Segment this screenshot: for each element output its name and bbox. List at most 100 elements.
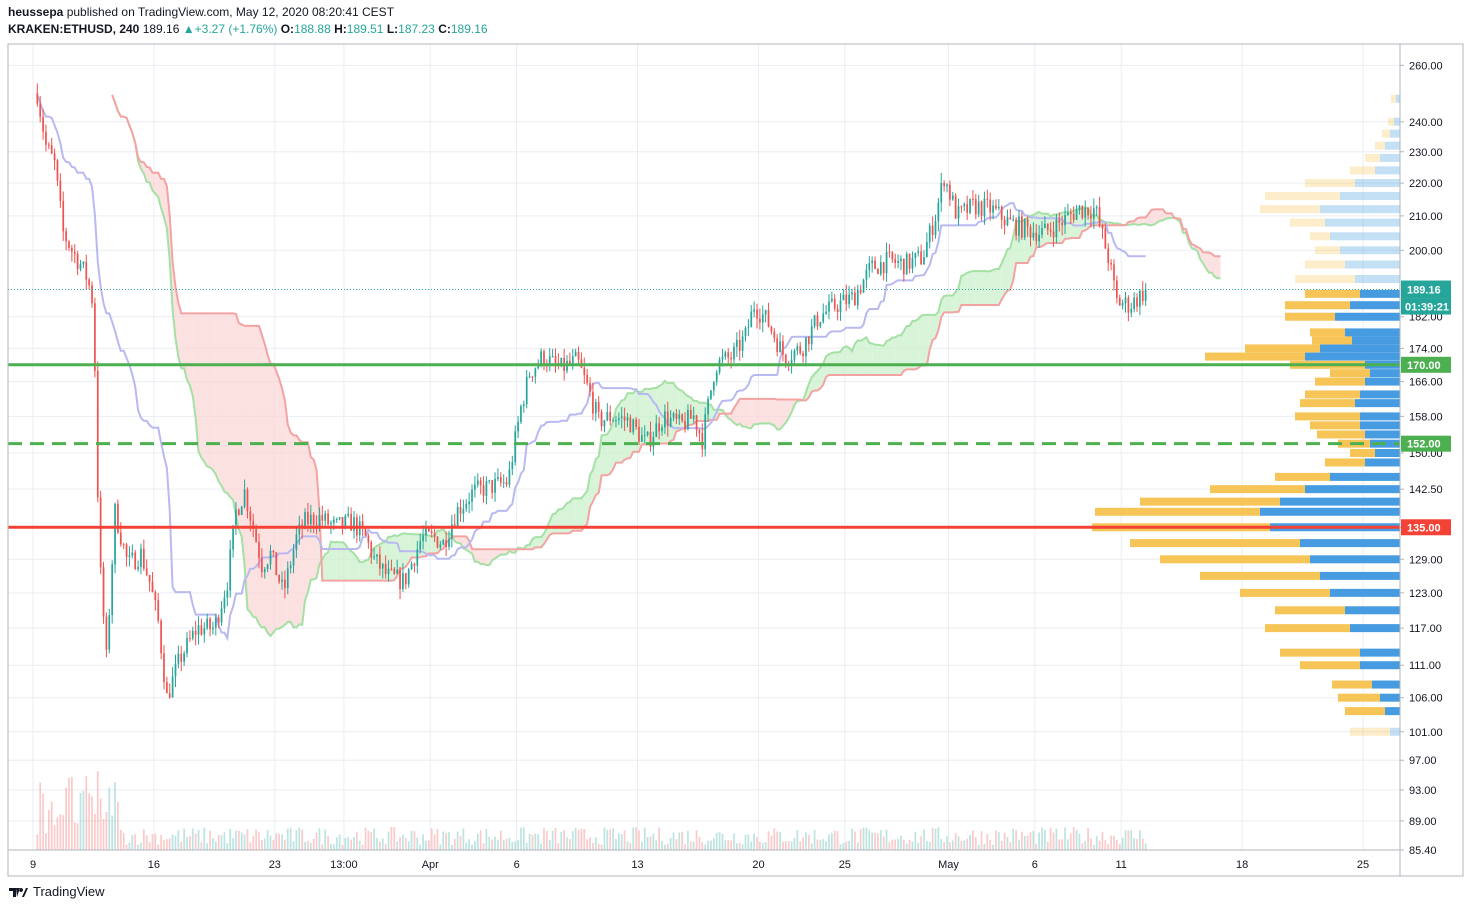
candle-body bbox=[551, 356, 554, 358]
candle-body bbox=[756, 309, 758, 319]
candle-body bbox=[50, 145, 53, 154]
candle-body bbox=[125, 544, 128, 557]
vp-buy-bar bbox=[1350, 166, 1375, 175]
volume-bar bbox=[1029, 832, 1032, 850]
volume-bar bbox=[163, 840, 165, 850]
candle-body bbox=[963, 203, 966, 207]
volume-bar bbox=[79, 793, 82, 850]
cloud-segment bbox=[857, 340, 861, 375]
candle-body bbox=[908, 253, 911, 269]
volume-bar bbox=[733, 833, 735, 850]
cloud-segment bbox=[532, 537, 536, 550]
volume-bar bbox=[1012, 828, 1015, 850]
candle-body bbox=[235, 509, 237, 526]
cloud-segment bbox=[250, 325, 254, 617]
vp-sell-bar bbox=[1345, 260, 1400, 269]
volume-bar bbox=[1101, 832, 1104, 850]
vp-buy-bar bbox=[1240, 588, 1330, 597]
volume-bar bbox=[551, 830, 554, 850]
cloud-segment bbox=[892, 337, 896, 375]
candle-body bbox=[137, 566, 139, 570]
volume-bar bbox=[882, 836, 885, 850]
volume-bar bbox=[931, 827, 934, 850]
cloud-segment bbox=[261, 334, 265, 628]
candle-body bbox=[131, 552, 134, 556]
volume-bar bbox=[540, 843, 542, 850]
candle-body bbox=[456, 507, 459, 526]
candle-body bbox=[986, 198, 989, 200]
volume-bar bbox=[1072, 827, 1075, 850]
candle-body bbox=[1009, 217, 1012, 220]
candle-body bbox=[649, 431, 652, 447]
candle-body bbox=[825, 311, 827, 314]
candle-body bbox=[695, 415, 698, 431]
candle-body bbox=[180, 653, 183, 662]
vp-sell-bar bbox=[1390, 727, 1400, 736]
candle-body bbox=[819, 322, 822, 327]
cloud-segment bbox=[189, 313, 193, 396]
candle-body bbox=[465, 503, 468, 509]
cloud-segment bbox=[572, 498, 576, 531]
candle-body bbox=[983, 198, 986, 217]
y-tick-label: 101.00 bbox=[1409, 727, 1443, 739]
cloud-segment bbox=[307, 442, 311, 593]
cloud-segment bbox=[736, 398, 740, 426]
volume-bar bbox=[859, 829, 862, 850]
candle-body bbox=[73, 251, 76, 254]
x-tick-label: 23 bbox=[269, 859, 281, 871]
volume-bar bbox=[459, 836, 462, 850]
symbol-legend: KRAKEN:ETHUSD, 240 189.16 ▲+3.27 (+1.76%… bbox=[8, 22, 488, 36]
candle-body bbox=[453, 524, 456, 526]
candle-body bbox=[997, 206, 1000, 209]
volume-bar bbox=[1000, 840, 1003, 850]
candle-body bbox=[217, 617, 220, 623]
level-tag-label: 135.00 bbox=[1407, 522, 1441, 534]
ichimoku-cloud bbox=[36, 94, 1221, 642]
candle-body bbox=[517, 421, 519, 432]
volume-bar bbox=[71, 777, 73, 850]
vp-sell-bar bbox=[1365, 377, 1400, 386]
cloud-segment bbox=[765, 398, 769, 424]
cloud-segment bbox=[751, 398, 755, 429]
author-name[interactable]: heussepa bbox=[8, 5, 64, 19]
candle-body bbox=[45, 131, 47, 145]
candle-body bbox=[140, 548, 142, 567]
x-tick-label: 20 bbox=[752, 859, 764, 871]
volume-bar bbox=[928, 841, 931, 850]
candle-body bbox=[1012, 219, 1015, 221]
y-tick-label: 111.00 bbox=[1409, 660, 1441, 672]
volume-bar bbox=[125, 844, 128, 850]
horizontal-levels[interactable] bbox=[8, 289, 1400, 529]
cloud-segment bbox=[575, 498, 579, 531]
volume-bar bbox=[517, 840, 519, 850]
vp-buy-bar bbox=[1205, 352, 1305, 361]
symbol-name[interactable]: KRAKEN:ETHUSD, 240 bbox=[8, 22, 140, 36]
candle-body bbox=[350, 513, 352, 531]
cloud-segment bbox=[538, 537, 542, 548]
candle-body bbox=[168, 693, 171, 698]
candle-body bbox=[586, 375, 589, 384]
candle-body bbox=[197, 625, 200, 635]
cloud-segment bbox=[500, 549, 504, 555]
candle-body bbox=[1130, 308, 1133, 313]
candle-body bbox=[1023, 219, 1026, 238]
volume-bar bbox=[911, 841, 914, 850]
volume-bar bbox=[373, 828, 375, 850]
volume-bar bbox=[684, 844, 686, 850]
cloud-segment bbox=[975, 271, 979, 305]
tradingview-brand[interactable]: TradingView bbox=[8, 884, 105, 899]
candle-body bbox=[361, 521, 364, 529]
volume-bar bbox=[983, 843, 986, 850]
cloud-segment bbox=[1137, 217, 1140, 225]
candle-body bbox=[177, 653, 180, 664]
volume-bar bbox=[779, 832, 781, 850]
candle-body bbox=[105, 616, 108, 650]
volume-bar bbox=[45, 833, 47, 850]
volume-bar bbox=[603, 827, 606, 850]
volume-bar bbox=[191, 828, 194, 850]
volume-bar bbox=[1038, 832, 1040, 850]
candle-body bbox=[770, 326, 773, 332]
volume-bar bbox=[638, 830, 640, 850]
vp-sell-bar bbox=[1380, 693, 1400, 702]
